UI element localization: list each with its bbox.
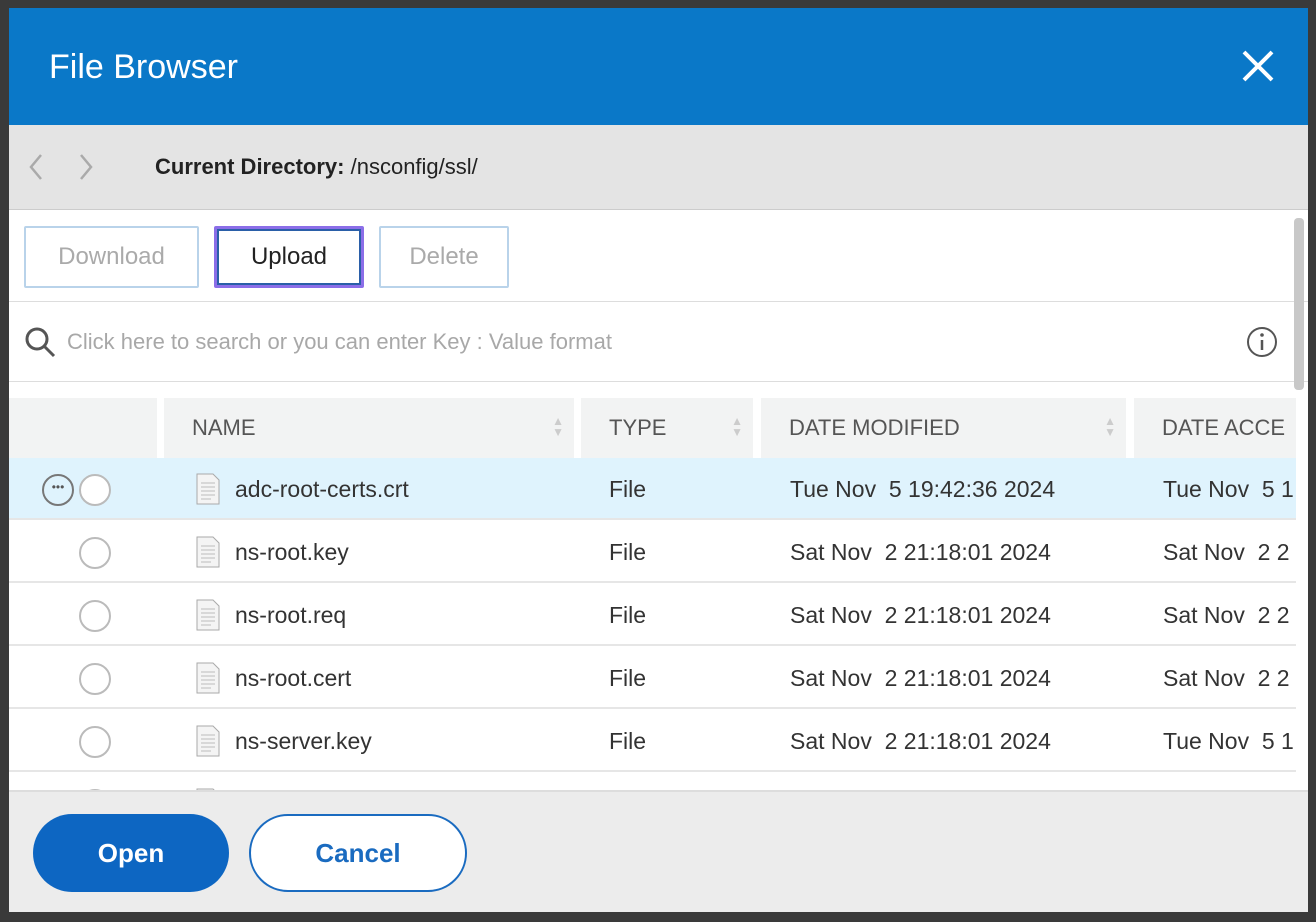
sort-icon: ▲ ▼	[1104, 414, 1116, 439]
select-column-header	[9, 398, 157, 458]
table-row-partial[interactable]	[9, 773, 1296, 790]
table-row[interactable]: ns-root.cert File Sat Nov 2 21:18:01 2024 S…	[9, 647, 1296, 709]
column-label: NAME	[192, 415, 256, 440]
upload-button[interactable]: Upload	[214, 226, 364, 288]
date-accessed: Tue Nov 5 1	[1163, 475, 1294, 502]
delete-button[interactable]: Delete	[379, 226, 509, 288]
file-browser-dialog: File Browser Current Directory: /nsconfi…	[9, 8, 1308, 912]
file-name: ns-root.req	[235, 601, 347, 628]
current-directory: Current Directory: /nsconfig/ssl/	[155, 154, 478, 180]
column-label: DATE ACCE	[1162, 415, 1286, 440]
file-table: NAME ▲ ▼ TYPE ▲ ▼ DATE MODIFIED ▲ ▼ DATE ACCE …	[9, 390, 1296, 790]
back-button[interactable]	[19, 147, 53, 187]
file-type: File	[609, 664, 647, 691]
file-icon	[196, 599, 220, 631]
column-label: DATE MODIFIED	[789, 415, 960, 440]
file-name: ns-server.key	[235, 727, 372, 754]
date-modified: Sat Nov 2 21:18:01 2024	[790, 727, 1051, 754]
row-select-radio[interactable]	[79, 600, 111, 632]
table-row[interactable]: ••• adc-root-certs.crt File Tue Nov 5 19:42…	[9, 458, 1296, 520]
column-header-date-modified[interactable]: DATE MODIFIED ▲ ▼	[761, 398, 1126, 458]
file-type: File	[609, 727, 647, 754]
table-row[interactable]: ns-root.key File Sat Nov 2 21:18:01 2024 Sa…	[9, 521, 1296, 583]
sort-icon: ▲ ▼	[552, 414, 564, 439]
date-modified: Sat Nov 2 21:18:01 2024	[790, 601, 1051, 628]
dialog-footer: Open Cancel	[9, 790, 1308, 912]
search-icon	[25, 327, 56, 357]
date-modified: Sat Nov 2 21:18:01 2024	[790, 664, 1051, 691]
file-icon	[196, 662, 220, 694]
close-icon[interactable]	[1238, 46, 1278, 86]
file-icon	[196, 725, 220, 757]
dialog-title: File Browser	[49, 48, 238, 86]
file-icon	[196, 536, 220, 568]
date-accessed: Sat Nov 2 2	[1163, 538, 1290, 565]
row-select-radio[interactable]	[79, 726, 111, 758]
file-type: File	[609, 475, 647, 502]
date-accessed: Sat Nov 2 2	[1163, 664, 1290, 691]
column-header-type[interactable]: TYPE ▲ ▼	[581, 398, 753, 458]
action-toolbar: Download Upload Delete	[9, 210, 1308, 302]
dialog-header: File Browser	[9, 8, 1308, 125]
date-accessed: Sat Nov 2 2	[1163, 601, 1290, 628]
column-header-name[interactable]: NAME ▲ ▼	[164, 398, 574, 458]
file-name: ns-root.cert	[235, 664, 352, 691]
sort-icon: ▲ ▼	[731, 414, 743, 439]
file-type: File	[609, 601, 647, 628]
date-accessed: Tue Nov 5 1	[1163, 727, 1294, 754]
file-icon	[196, 788, 215, 790]
open-button[interactable]: Open	[33, 814, 229, 892]
cancel-button[interactable]: Cancel	[249, 814, 467, 892]
current-directory-path: /nsconfig/ssl/	[350, 154, 478, 179]
row-select-radio[interactable]	[79, 663, 111, 695]
file-name: ns-root.key	[235, 538, 349, 565]
date-modified: Tue Nov 5 19:42:36 2024	[790, 475, 1056, 502]
more-options-icon[interactable]: •••	[42, 474, 74, 506]
column-label: TYPE	[609, 415, 667, 440]
column-header-date-accessed[interactable]: DATE ACCE	[1134, 398, 1296, 458]
row-select-radio[interactable]	[79, 537, 111, 569]
chevron-right-icon	[80, 154, 93, 180]
search-input[interactable]	[67, 328, 1167, 355]
date-modified: Sat Nov 2 21:18:01 2024	[790, 538, 1051, 565]
directory-bar: Current Directory: /nsconfig/ssl/	[9, 125, 1308, 210]
file-name: adc-root-certs.crt	[235, 475, 409, 502]
search-bar	[9, 302, 1308, 382]
table-row[interactable]: ns-root.req File Sat Nov 2 21:18:01 2024 Sa…	[9, 584, 1296, 646]
file-icon	[196, 473, 220, 505]
current-directory-label: Current Directory:	[155, 154, 345, 179]
forward-button[interactable]	[69, 147, 103, 187]
info-icon[interactable]	[1246, 326, 1278, 358]
chevron-left-icon	[29, 154, 42, 180]
row-select-radio[interactable]	[79, 474, 111, 506]
vertical-scrollbar[interactable]	[1294, 218, 1304, 390]
file-type: File	[609, 538, 647, 565]
download-button[interactable]: Download	[24, 226, 199, 288]
table-row[interactable]: ns-server.key File Sat Nov 2 21:18:01 2024…	[9, 710, 1296, 772]
